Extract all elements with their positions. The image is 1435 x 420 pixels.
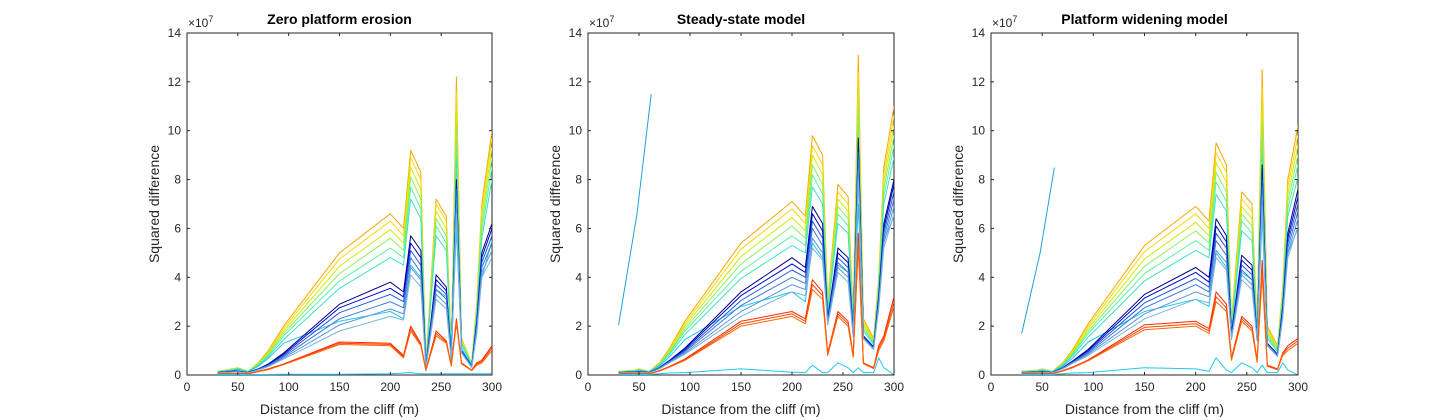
y-tick-label: 6 [174, 221, 181, 235]
x-tick-label: 150 [1134, 380, 1154, 394]
series-line-17 [1021, 357, 1298, 375]
series-group [1021, 69, 1298, 375]
y-axis-label: Squared difference [146, 145, 162, 263]
x-tick-label: 100 [1083, 380, 1103, 394]
series-line-13 [1021, 205, 1298, 374]
x-tick-label: 50 [231, 380, 245, 394]
x-tick-label: 150 [731, 380, 751, 394]
x-tick-label: 200 [1186, 380, 1206, 394]
y-tick-label: 6 [978, 221, 985, 235]
y-tick-label: 10 [168, 124, 182, 138]
x-tick-label: 0 [184, 380, 191, 394]
chart-title: Zero platform erosion [267, 11, 412, 27]
y-tick-label: 14 [972, 26, 986, 40]
series-line-17 [217, 372, 492, 375]
x-tick-label: 250 [1237, 380, 1257, 394]
y-tick-label: 8 [978, 173, 985, 187]
axes-box [587, 32, 895, 376]
chart-title: Steady-state model [677, 11, 805, 27]
series-line-6 [1021, 154, 1298, 373]
y-tick-label: 12 [972, 75, 986, 89]
y-tick-label: 0 [575, 368, 582, 382]
x-tick-label: 250 [833, 380, 853, 394]
x-tick-label: 300 [884, 380, 904, 394]
y-exponent-power: 7 [1012, 14, 1017, 24]
y-tick-label: 10 [972, 124, 986, 138]
y-tick-label: 4 [575, 270, 582, 284]
x-tick-label: 200 [380, 380, 400, 394]
y-tick-label: 2 [174, 319, 181, 333]
y-axis-label: Squared difference [950, 145, 966, 263]
x-axis-label: Distance from the cliff (m) [1065, 401, 1224, 417]
y-tick-label: 14 [168, 26, 182, 40]
y-exponent-base: ×10 [188, 16, 209, 30]
series-group [618, 54, 894, 375]
series-line-6 [618, 140, 894, 373]
x-axis-label: Distance from the cliff (m) [260, 401, 419, 417]
y-tick-label: 6 [575, 221, 582, 235]
y-tick-label: 8 [174, 173, 181, 187]
y-tick-label: 10 [569, 124, 583, 138]
y-tick-label: 14 [569, 26, 583, 40]
y-tick-label: 0 [174, 368, 181, 382]
series-line-18 [618, 94, 652, 325]
y-tick-label: 2 [978, 319, 985, 333]
x-tick-label: 50 [632, 380, 646, 394]
x-tick-label: 100 [680, 380, 700, 394]
x-tick-label: 250 [431, 380, 451, 394]
series-line-16 [217, 323, 492, 375]
x-axis-label: Distance from the cliff (m) [661, 401, 820, 417]
y-exponent-power: 7 [208, 14, 213, 24]
chart-panel-3: 0 50 100 150 200 250 300 0 2 4 6 8 10 12 14 ×107 Platfor… [950, 11, 1308, 417]
series-line-18 [1021, 167, 1055, 334]
chart-panel-1: 0 50 100 150 200 250 300 0 2 4 6 8 10 12 14 ×107 Zero pl… [146, 11, 502, 417]
x-tick-label: 300 [1288, 380, 1308, 394]
y-exponent-label: ×107 [188, 14, 213, 30]
y-tick-label: 4 [978, 270, 985, 284]
y-exponent-base: ×10 [992, 16, 1013, 30]
series-line-16 [618, 247, 894, 375]
chart-title: Platform widening model [1061, 11, 1227, 27]
series-line-6 [217, 157, 492, 373]
x-tick-label: 0 [988, 380, 995, 394]
series-line-13 [618, 179, 894, 374]
x-tick-label: 0 [585, 380, 592, 394]
y-tick-label: 4 [174, 270, 181, 284]
series-line-16 [1021, 274, 1298, 375]
y-tick-label: 0 [978, 368, 985, 382]
y-tick-label: 2 [575, 319, 582, 333]
y-exponent-label: ×107 [992, 14, 1017, 30]
y-tick-label: 12 [168, 75, 182, 89]
y-axis-label: Squared difference [547, 145, 563, 263]
y-tick-label: 12 [569, 75, 583, 89]
y-exponent-base: ×10 [589, 16, 610, 30]
chart-panel-2: 0 50 100 150 200 250 300 0 2 4 6 8 10 12 14 ×107 Steady-… [547, 11, 904, 417]
axes-box [186, 32, 493, 376]
x-tick-label: 50 [1035, 380, 1049, 394]
series-line-17 [618, 357, 894, 375]
series-line-13 [217, 213, 492, 374]
x-tick-label: 100 [279, 380, 299, 394]
x-tick-label: 150 [329, 380, 349, 394]
x-tick-label: 300 [482, 380, 502, 394]
x-tick-label: 200 [782, 380, 802, 394]
y-exponent-label: ×107 [589, 14, 614, 30]
series-group [217, 76, 492, 375]
y-exponent-power: 7 [609, 14, 614, 24]
series-line-7 [217, 227, 492, 373]
y-tick-label: 8 [575, 173, 582, 187]
